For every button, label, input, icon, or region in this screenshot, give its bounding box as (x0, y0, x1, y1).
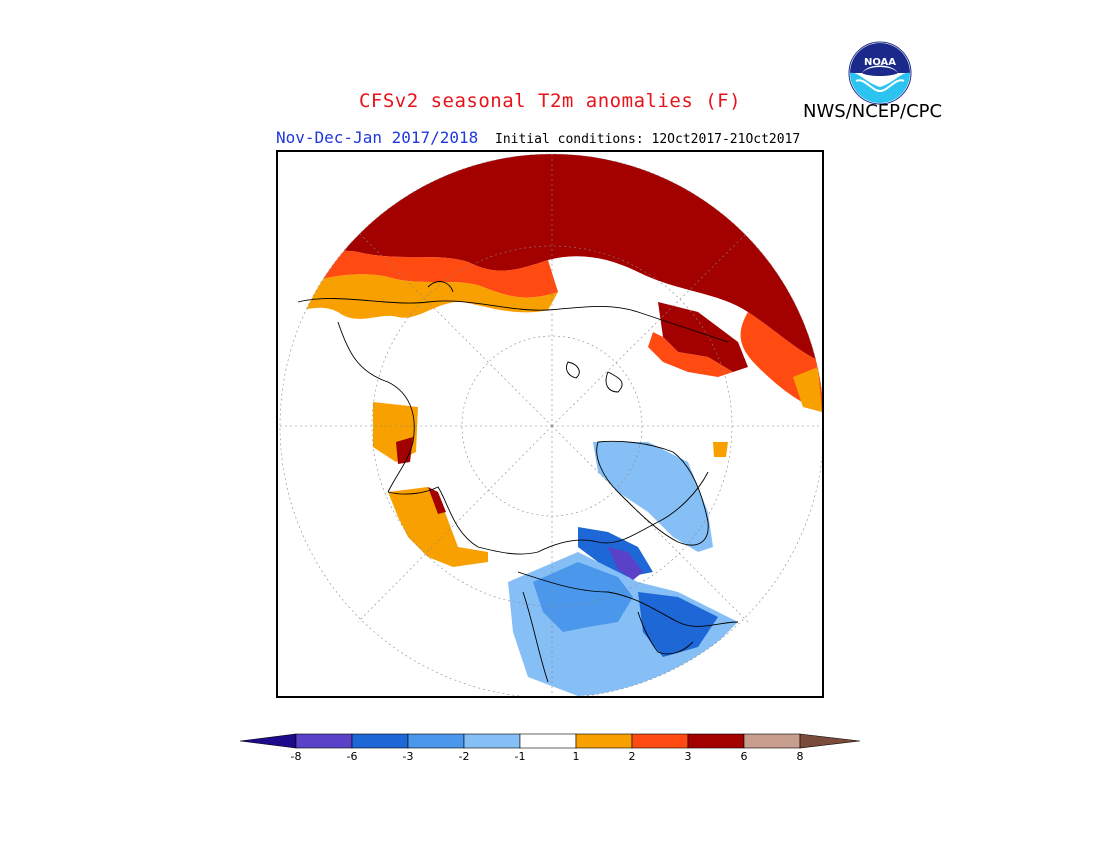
colorbar-tick-label: 3 (685, 750, 692, 763)
cold-anomaly-mid-hudson (638, 592, 718, 657)
colorbar-tick-label: -3 (403, 750, 414, 763)
chart-title: CFSv2 seasonal T2m anomalies (F) (358, 90, 742, 112)
colorbar-box (295, 733, 353, 749)
colorbar: -8 -6 -3 -2 -1 1 2 3 6 8 (239, 733, 861, 763)
colorbar-tick-label: 6 (741, 750, 748, 763)
polar-map (279, 153, 822, 696)
colorbar-tick-label: -6 (347, 750, 358, 763)
colorbar-arrow-low (239, 733, 297, 749)
colorbar-box (463, 733, 521, 749)
warm-anomaly-orange-east-small (793, 367, 822, 412)
cold-anomaly-light-greenland (593, 442, 713, 552)
colorbar-tick-label: 2 (629, 750, 636, 763)
coastlines (297, 281, 739, 683)
colorbar-tick-label: -2 (459, 750, 470, 763)
colorbar-tick-label: 1 (573, 750, 580, 763)
warm-anomaly-dark-asia-coast (428, 487, 446, 514)
warm-anomaly-dark-europe (396, 437, 413, 464)
colorbar-tick-label: 8 (797, 750, 804, 763)
logo-text: NOAA (864, 57, 896, 68)
colorbar-box (743, 733, 801, 749)
colorbar-tick-label: -8 (291, 750, 302, 763)
warm-anomaly-darkred-east (658, 302, 748, 372)
warm-anomaly-red-east (648, 332, 733, 377)
map-frame (276, 150, 824, 698)
graticule (280, 154, 822, 696)
warm-anomaly-region-pacific-asia (280, 154, 822, 362)
colorbar-boxes (239, 733, 861, 749)
warm-band-west (280, 250, 558, 298)
warm-anomaly-orange-greenland (713, 442, 728, 457)
colorbar-box (631, 733, 689, 749)
map-boundary (279, 153, 822, 696)
colorbar-box (407, 733, 465, 749)
cold-anomaly-strong-arctic-canada (608, 547, 643, 580)
warm-anomaly-orange-asia (388, 487, 488, 567)
colorbar-box (519, 733, 577, 749)
colorbar-arrow-high (799, 733, 861, 749)
colorbar-box (687, 733, 745, 749)
agency-label: NWS/NCEP/CPC (803, 101, 943, 122)
noaa-logo: NOAA (848, 41, 912, 105)
colorbar-box (351, 733, 409, 749)
warm-anomaly-orange-north (280, 274, 558, 319)
colorbar-labels: -8 -6 -3 -2 -1 1 2 3 6 8 (291, 750, 804, 763)
colorbar-tick-label: -1 (515, 750, 526, 763)
colorbar-box (575, 733, 633, 749)
period-label: Nov-Dec-Jan 2017/2018 (276, 128, 479, 147)
warm-anomaly-orange-europe (373, 402, 418, 462)
initial-conditions-label: Initial conditions: 12Oct2017-21Oct2017 (495, 132, 801, 147)
cold-anomaly-mid-north-america (533, 562, 633, 632)
